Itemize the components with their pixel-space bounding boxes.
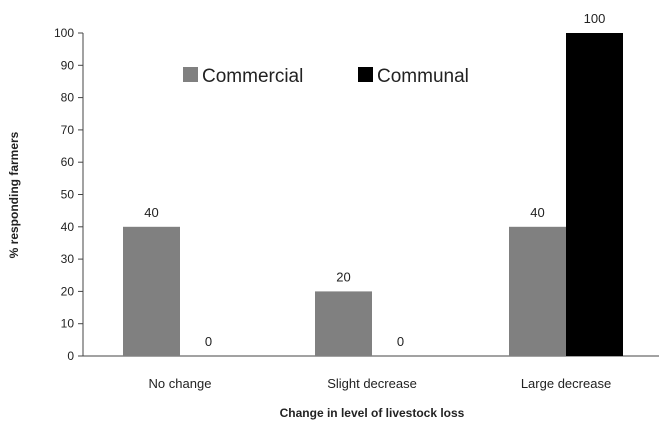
data-label: 20	[336, 269, 350, 284]
y-axis-label: % responding farmers	[7, 131, 21, 258]
bars	[123, 33, 623, 356]
data-label: 100	[584, 11, 606, 26]
bar-commercial	[123, 226, 180, 356]
y-tick-label: 0	[67, 349, 74, 363]
x-axis-label: Change in level of livestock loss	[280, 406, 465, 420]
bar-commercial	[509, 226, 566, 356]
x-tick-label: Large decrease	[521, 376, 611, 391]
data-label: 0	[205, 334, 212, 349]
y-tick-label: 30	[61, 252, 75, 266]
bar-communal	[566, 33, 623, 356]
y-tick-label: 100	[54, 26, 74, 40]
legend-swatch-communal	[358, 67, 373, 82]
data-label: 0	[397, 334, 404, 349]
y-tick-label: 10	[61, 317, 75, 331]
y-tick-label: 50	[61, 188, 75, 202]
y-tick-label: 80	[61, 91, 75, 105]
y-tick-label: 70	[61, 123, 75, 137]
data-labels: 40 0 20 0 40 100	[144, 11, 605, 349]
data-label: 40	[144, 205, 158, 220]
legend: Commercial Communal	[183, 66, 469, 87]
legend-label-communal: Communal	[377, 66, 469, 87]
axes: 0 10 20 30 40 50 60 70 80 90 100 No change Slight de…	[54, 26, 659, 391]
data-label: 40	[530, 205, 544, 220]
y-tick-label: 90	[61, 58, 75, 72]
legend-label-commercial: Commercial	[202, 66, 303, 87]
y-tick-label: 40	[61, 220, 75, 234]
x-tick-label: Slight decrease	[327, 376, 417, 391]
y-tick-label: 60	[61, 155, 75, 169]
x-tick-label: No change	[149, 376, 212, 391]
legend-swatch-commercial	[183, 67, 198, 82]
bar-commercial	[315, 291, 372, 356]
y-tick-label: 20	[61, 284, 75, 298]
